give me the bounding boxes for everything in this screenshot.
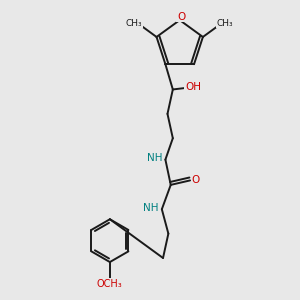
Text: OCH₃: OCH₃: [97, 279, 123, 289]
Text: OH: OH: [185, 82, 201, 92]
Text: CH₃: CH₃: [125, 19, 142, 28]
Text: CH₃: CH₃: [217, 19, 233, 28]
Text: NH: NH: [143, 203, 158, 213]
Text: O: O: [177, 11, 185, 22]
Text: O: O: [191, 175, 200, 185]
Text: NH: NH: [147, 153, 163, 164]
